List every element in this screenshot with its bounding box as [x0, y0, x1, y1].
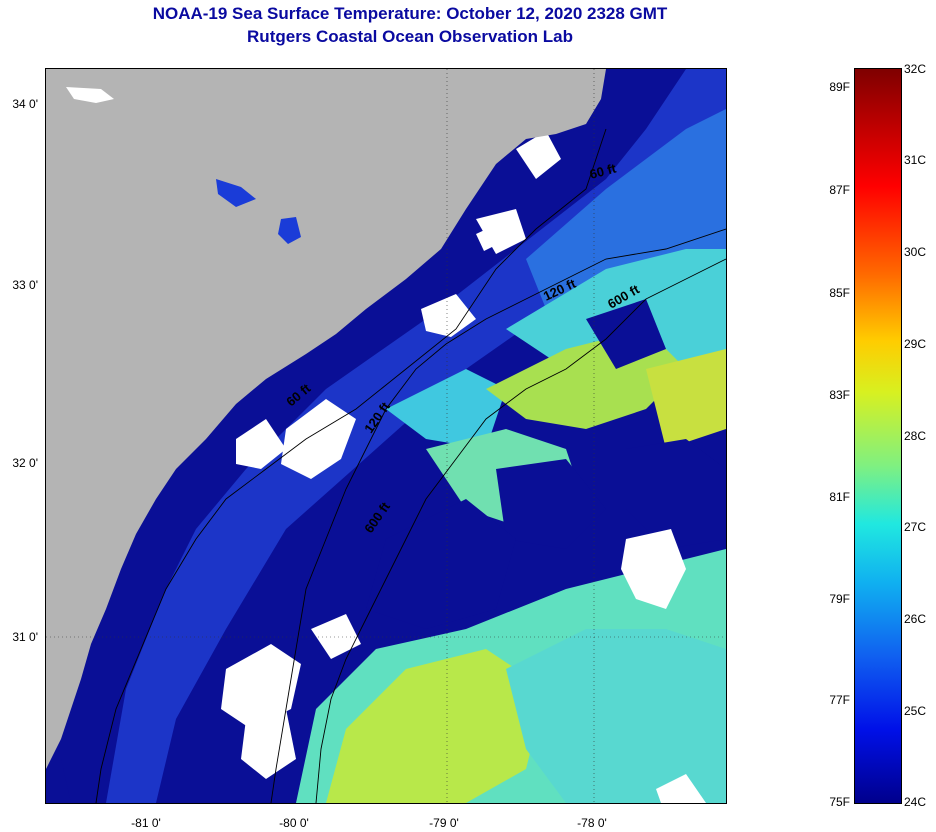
cold-eddy-3: [586, 299, 666, 369]
land-mass: [46, 69, 606, 769]
cloud-11: [656, 774, 706, 803]
lon-label-79: -79 0': [429, 816, 459, 830]
colorbar-label-27c: 27C: [904, 520, 927, 534]
sst-map-panel: 60 ft 120 ft 600 ft 60 ft 120 ft 600 ft: [45, 68, 727, 804]
colorbar-label-24c: 24C: [904, 795, 927, 809]
south-coast-water: [46, 759, 71, 803]
colorbar-label-87f: 87F: [829, 183, 850, 197]
lat-label-32: 32 0': [12, 456, 38, 470]
colorbar-label-26c: 26C: [904, 612, 927, 626]
graticule: [46, 69, 726, 803]
colorbar-label-75f: 75F: [829, 795, 850, 809]
lat-label-33: 33 0': [12, 278, 38, 292]
colorbar-label-79f: 79F: [829, 592, 850, 606]
map-title: NOAA-19 Sea Surface Temperature: October…: [152, 4, 668, 23]
map-subtitle: Rutgers Coastal Ocean Observation Lab: [247, 27, 573, 46]
colorbar-label-83f: 83F: [829, 388, 850, 402]
colorbar-label-28c: 28C: [904, 429, 927, 443]
colorbar-label-81f: 81F: [829, 490, 850, 504]
colorbar-label-89f: 89F: [829, 80, 850, 94]
colorbar-label-32c: 32C: [904, 62, 927, 76]
inland-lake-blue: [278, 217, 301, 244]
cloud-6: [421, 294, 476, 337]
cloud-4: [221, 644, 301, 729]
sst-south-cyan: [506, 629, 726, 803]
cloud-3: [621, 529, 686, 609]
colorbar-label-25c: 25C: [904, 704, 927, 718]
cold-eddy-4: [366, 499, 516, 629]
cloud-2: [236, 419, 286, 469]
inland-lake-white: [66, 87, 114, 103]
lon-label-81: -81 0': [131, 816, 161, 830]
lat-label-31: 31 0': [12, 630, 38, 644]
colorbar-label-31c: 31C: [904, 153, 927, 167]
cold-eddy-2: [626, 439, 726, 549]
cold-eddy-1: [496, 459, 606, 549]
isobath-60ft-line: [95, 128, 607, 803]
cloud-10: [311, 614, 361, 659]
sst-patch-cyan-2: [386, 369, 506, 449]
isobath-120ft-line: [270, 228, 726, 803]
cloud-8: [516, 131, 561, 179]
colorbar-label-77f: 77F: [829, 693, 850, 707]
cloud-1: [281, 399, 356, 479]
sst-map: 60 ft 120 ft 600 ft 60 ft 120 ft 600 ft: [46, 69, 726, 803]
cloud-5: [241, 709, 296, 779]
isobath-600ft-line: [315, 258, 726, 803]
inland-river-blue: [216, 179, 256, 207]
sst-patch-yellowgreen-2: [646, 349, 726, 449]
lon-label-80: -80 0': [279, 816, 309, 830]
colorbar-label-29c: 29C: [904, 337, 927, 351]
colorbar-label-85f: 85F: [829, 286, 850, 300]
lon-label-78: -78 0': [577, 816, 607, 830]
cloud-7: [476, 209, 526, 254]
cloud-9: [476, 227, 498, 251]
sst-south-yellow: [326, 649, 546, 803]
lat-label-34: 34 0': [12, 97, 38, 111]
temperature-colorbar: [854, 68, 902, 804]
isobath-label-60ft-north: 60 ft: [588, 160, 618, 182]
colorbar-label-30c: 30C: [904, 245, 927, 259]
